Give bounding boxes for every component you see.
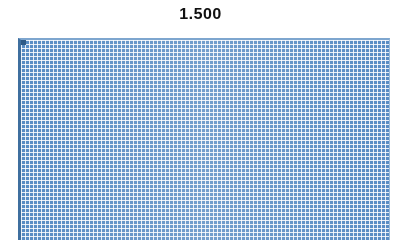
- grid-panel: [18, 38, 390, 240]
- screen: 1.500: [0, 0, 401, 240]
- title: 1.500: [0, 6, 401, 24]
- corner-mark: [21, 40, 26, 45]
